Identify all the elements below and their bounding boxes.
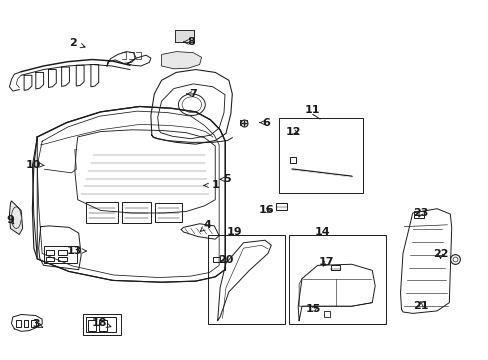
Text: 6: 6 (259, 118, 270, 128)
Text: 2: 2 (69, 38, 85, 48)
Text: 9: 9 (6, 215, 14, 225)
Bar (82, 314, 121, 335)
Text: 23: 23 (412, 208, 428, 218)
Bar (58, 257, 66, 261)
Bar (175, 31, 193, 42)
Text: 3: 3 (32, 319, 42, 329)
Text: 10: 10 (26, 159, 44, 170)
Text: 15: 15 (305, 304, 321, 314)
Polygon shape (9, 201, 22, 234)
Bar (23, 320, 28, 327)
Bar (289, 235, 385, 324)
Bar (239, 120, 247, 126)
Text: 13: 13 (67, 246, 86, 256)
Bar (290, 158, 296, 162)
Bar (212, 257, 220, 262)
Text: 18: 18 (91, 318, 111, 328)
Bar (88, 320, 96, 330)
Text: 12: 12 (285, 127, 301, 136)
Text: 14: 14 (314, 227, 330, 237)
Text: 22: 22 (432, 248, 447, 258)
Bar (330, 265, 339, 270)
Polygon shape (175, 31, 193, 42)
Bar (16, 320, 21, 327)
Text: 5: 5 (220, 174, 231, 184)
Bar (276, 203, 286, 211)
Text: 17: 17 (318, 257, 333, 267)
Bar (278, 118, 362, 193)
Bar (86, 317, 116, 332)
Bar (155, 203, 181, 222)
Polygon shape (161, 51, 201, 69)
Bar (45, 250, 54, 255)
Text: 7: 7 (186, 89, 197, 99)
Bar (43, 246, 77, 263)
Bar (31, 320, 36, 327)
Bar (207, 235, 285, 324)
Text: 1: 1 (203, 180, 219, 190)
Text: 21: 21 (412, 301, 428, 311)
Text: 19: 19 (226, 227, 242, 237)
Text: 8: 8 (183, 37, 194, 47)
Bar (45, 257, 54, 261)
Text: 11: 11 (305, 105, 320, 115)
Bar (413, 211, 423, 218)
Text: 20: 20 (218, 255, 233, 265)
Bar (58, 250, 66, 255)
Bar (122, 202, 151, 223)
Bar (86, 202, 118, 223)
Bar (99, 320, 106, 330)
Text: 16: 16 (258, 206, 274, 216)
Text: 4: 4 (200, 220, 211, 231)
